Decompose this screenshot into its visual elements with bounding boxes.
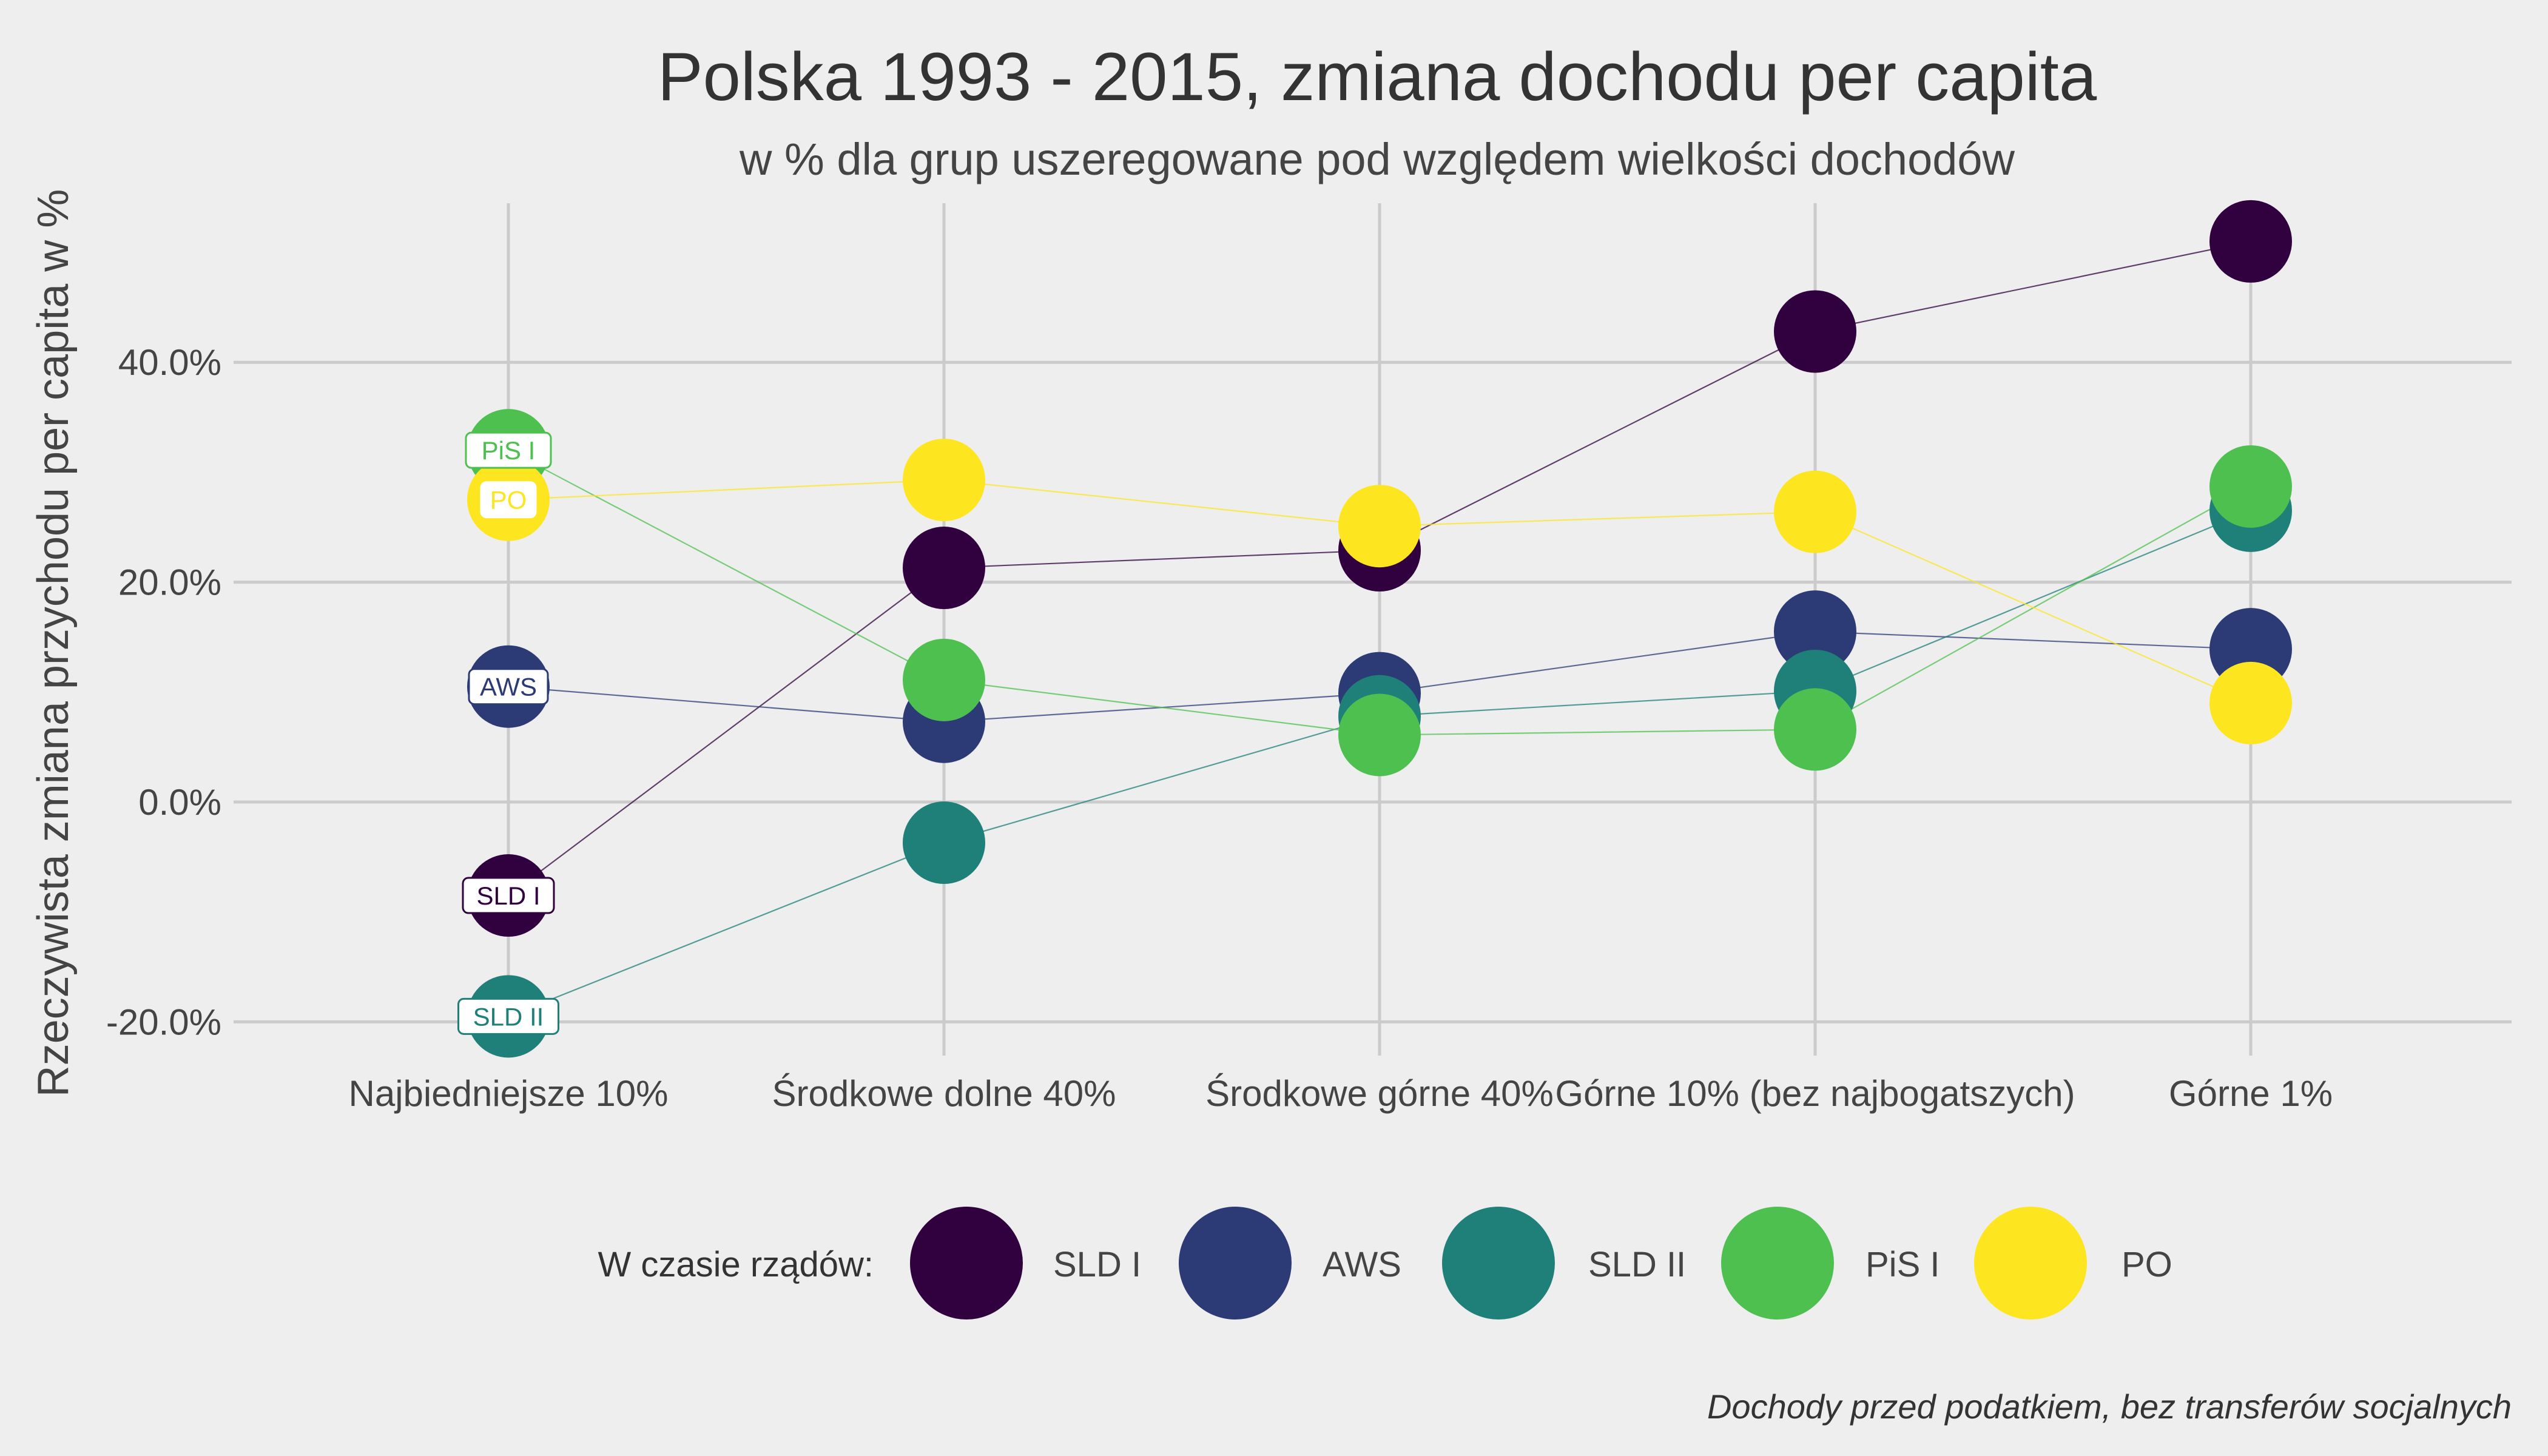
- legend-key-pis-i: [1721, 1207, 1834, 1320]
- data-point-po: [1338, 485, 1421, 568]
- series-label-box: [462, 877, 555, 914]
- chart-caption: Dochody przed podatkiem, bez transferów …: [1707, 1387, 2512, 1426]
- series-label-box: [465, 431, 552, 469]
- x-tick-label: Środkowe górne 40%: [1205, 1073, 1554, 1114]
- data-point-pis-i: [1338, 693, 1421, 777]
- series-label-text: PO: [490, 486, 527, 514]
- data-point-po: [903, 439, 985, 522]
- x-tick-label: Najbiedniejsze 10%: [349, 1073, 669, 1114]
- series-label-text: SLD II: [473, 1002, 544, 1031]
- legend-key-sld-ii: [1442, 1207, 1555, 1320]
- legend-label-sld-ii: SLD II: [1588, 1245, 1686, 1284]
- series-label-aws: AWS: [468, 668, 549, 706]
- legend-title: W czasie rządów:: [598, 1245, 874, 1284]
- chart-title: Polska 1993 - 2015, zmiana dochodu per c…: [658, 39, 2097, 115]
- data-point-aws: [1774, 590, 1856, 673]
- y-tick-label: 20.0%: [118, 562, 221, 603]
- legend-key-sld-i: [910, 1207, 1023, 1320]
- series-label-sld-i: SLD I: [462, 877, 555, 914]
- data-point-sld-ii: [903, 801, 985, 885]
- data-point-pis-i: [903, 638, 985, 721]
- x-tick-labels: Najbiedniejsze 10% Środkowe dolne 40% Środ…: [349, 1073, 2333, 1114]
- data-point-pis-i: [2209, 445, 2292, 528]
- series-label-po: PO: [480, 481, 537, 519]
- y-tick-label: -20.0%: [106, 1002, 221, 1042]
- legend-label-pis-i: PiS I: [1866, 1245, 1940, 1284]
- chart-subtitle: w % dla grup uszeregowane pod względem w…: [739, 134, 2015, 184]
- data-point-po: [1774, 470, 1856, 553]
- data-point-pis-i: [1774, 688, 1856, 771]
- series-label-box: [457, 997, 559, 1035]
- legend: W czasie rządów: SLD I AWS SLD II PiS I PO: [598, 1207, 2172, 1320]
- series-label-pis-i: PiS I: [465, 431, 552, 469]
- data-point-po: [2209, 661, 2292, 744]
- series-label-text: AWS: [480, 673, 537, 701]
- y-tick-label: 40.0%: [118, 342, 221, 383]
- legend-key-po: [1974, 1207, 2087, 1320]
- y-tick-labels: -20.0% 0.0% 20.0% 40.0%: [106, 342, 221, 1042]
- data-point-sld-i: [1774, 290, 1856, 373]
- series-label-text: SLD I: [476, 881, 540, 910]
- data-point-sld-i: [903, 527, 985, 610]
- data-points: [467, 200, 2292, 1058]
- series-labels: SLD I AWS SLD II PiS I PO: [457, 431, 559, 1035]
- legend-key-aws: [1179, 1207, 1292, 1320]
- y-tick-label: 0.0%: [138, 782, 221, 823]
- series-label-text: PiS I: [482, 436, 536, 465]
- series-label-sld-ii: SLD II: [457, 997, 559, 1035]
- data-point-sld-i: [2209, 200, 2292, 283]
- legend-label-aws: AWS: [1323, 1245, 1401, 1284]
- series-label-box: [468, 668, 549, 706]
- x-tick-label: Górne 1%: [2169, 1073, 2333, 1114]
- legend-label-sld-i: SLD I: [1053, 1245, 1141, 1284]
- x-tick-label: Górne 10% (bez najbogatszych): [1555, 1073, 2075, 1114]
- x-tick-label: Środkowe dolne 40%: [772, 1073, 1116, 1114]
- legend-label-po: PO: [2122, 1245, 2172, 1284]
- series-label-box: [480, 481, 537, 519]
- grid-lines: [234, 203, 2512, 1056]
- y-axis-label: Rzeczywista zmiana przychodu per capita …: [29, 189, 78, 1097]
